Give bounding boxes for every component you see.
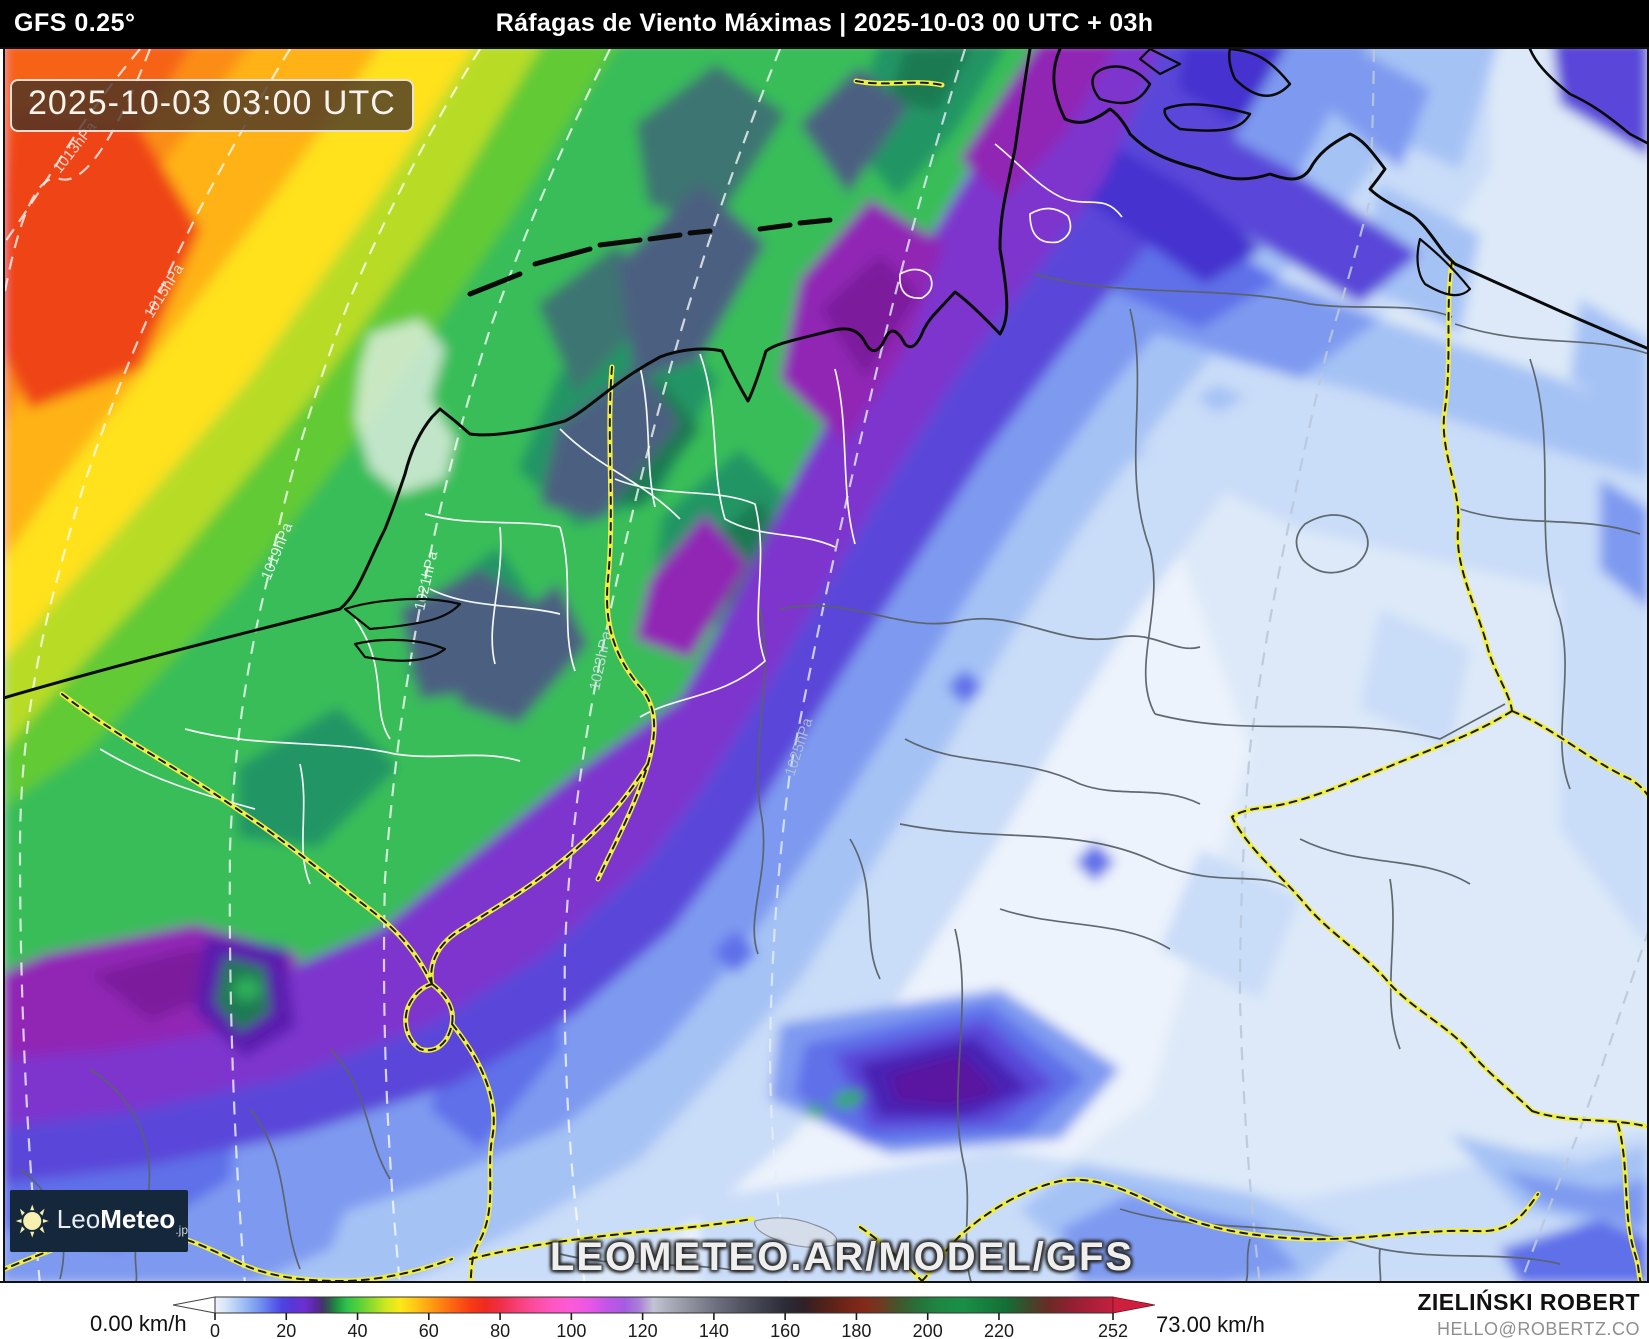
map-left-frame <box>3 49 5 1281</box>
leometeo-logo: LeoMeteo.jp <box>10 1190 188 1252</box>
scale-min-label: 0.00 km/h <box>90 1311 187 1336</box>
colorbar: 0 20 40 60 80 100 120 140 160 180 200 220 252 <box>172 1296 1156 1339</box>
isobar-lines <box>0 49 1649 1281</box>
wind-gust-map: 1013hPa 1015hPa 1019hPa 1021hPa 1023hPa … <box>0 49 1649 1281</box>
map-area: 1013hPa 1015hPa 1019hPa 1021hPa 1023hPa … <box>0 47 1649 1283</box>
svg-text:60: 60 <box>419 1321 439 1339</box>
logo-text: LeoMeteo.jp <box>56 1204 188 1238</box>
colorbar-left-arrow <box>172 1296 216 1314</box>
header-bar: GFS 0.25° Ráfagas de Viento Máximas | 20… <box>0 0 1649 47</box>
wind-field <box>0 49 1649 1281</box>
watermark: LEOMETEO.AR/MODEL/GFS <box>549 1235 1135 1279</box>
colorbar-gradient <box>214 1296 1114 1314</box>
internal-borders-gray <box>19 273 1649 1281</box>
svg-text:40: 40 <box>348 1321 368 1339</box>
svg-text:220: 220 <box>984 1321 1014 1339</box>
author-name: ZIELIŃSKI ROBERT <box>1417 1289 1640 1315</box>
svg-text:200: 200 <box>913 1321 943 1339</box>
wadden-islands <box>467 217 833 297</box>
timestamp-badge: 2025-10-03 03:00 UTC <box>10 79 414 132</box>
svg-text:120: 120 <box>628 1321 658 1339</box>
svg-text:100: 100 <box>556 1321 586 1339</box>
map-right-frame <box>1647 49 1649 1281</box>
author-email: HELLO@ROBERTZ.CO <box>1437 1319 1640 1339</box>
credit-block: ZIELIŃSKI ROBERT HELLO@ROBERTZ.CO <box>1417 1289 1640 1339</box>
svg-text:0: 0 <box>210 1321 220 1339</box>
national-borders-highlight <box>0 78 1649 1281</box>
colorbar-right-arrow <box>1112 1296 1156 1314</box>
lake-constance <box>754 1217 838 1248</box>
svg-text:180: 180 <box>841 1321 871 1339</box>
page-title: Ráfagas de Viento Máximas | 2025-10-03 0… <box>495 9 1154 37</box>
legend-bar: 0.00 km/h 0 20 40 60 80 100 120 140 160 180 200 220… <box>0 1283 1649 1339</box>
model-label: GFS 0.25° <box>14 9 136 37</box>
svg-text:20: 20 <box>276 1321 296 1339</box>
svg-text:160: 160 <box>770 1321 800 1339</box>
svg-text:80: 80 <box>490 1321 510 1339</box>
svg-text:252: 252 <box>1098 1321 1128 1339</box>
coastlines <box>0 49 1649 701</box>
scale-max-label: 73.00 km/h <box>1156 1312 1265 1337</box>
colorbar-ticks: 0 20 40 60 80 100 120 140 160 180 200 220 252 <box>210 1313 1128 1339</box>
internal-borders-white <box>99 143 1123 885</box>
map-left-margin <box>0 49 3 1281</box>
sun-icon <box>15 1204 49 1238</box>
svg-text:140: 140 <box>699 1321 729 1339</box>
